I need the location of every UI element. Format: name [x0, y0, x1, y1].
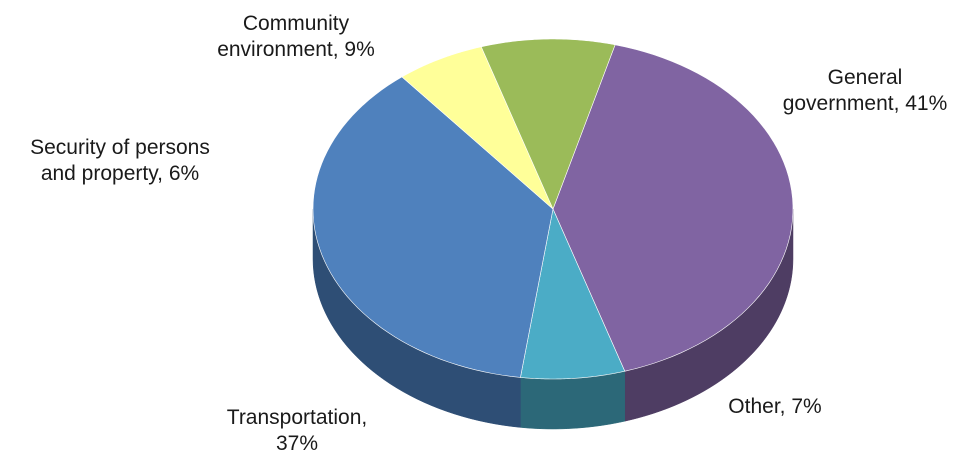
data-label-other: Other, 7% [728, 395, 821, 418]
data-label-line: Transportation, [227, 406, 367, 429]
data-label-community-environment: Community environment, 9% [217, 12, 375, 61]
data-label-line: General [828, 66, 903, 89]
data-label-line: environment, 9% [217, 38, 375, 61]
pie-slice-community-environment [480, 38, 616, 210]
data-label-line: Other, 7% [728, 395, 821, 418]
pie-slices [312, 38, 794, 380]
pie-slice-transportation [312, 76, 554, 378]
data-label-line: Security of persons [30, 136, 210, 159]
data-label-line: and property, 6% [41, 162, 199, 185]
data-label-transportation: Transportation, 37% [227, 406, 367, 455]
data-label-general-government: General government, 41% [783, 66, 948, 115]
data-label-line: 37% [276, 432, 318, 455]
pie-slice-general-government [552, 44, 794, 372]
pie-slice-other [520, 208, 626, 380]
data-label-security-of-persons-and-property: Security of persons and property, 6% [30, 136, 210, 185]
pie-slice-security-of-persons-and-property [401, 46, 554, 210]
data-label-line: government, 41% [783, 92, 948, 115]
pie-labels: General government, 41% Other, 7% Transport… [30, 12, 947, 455]
pie-side-other [520, 370, 626, 430]
data-label-line: Community [243, 12, 350, 35]
